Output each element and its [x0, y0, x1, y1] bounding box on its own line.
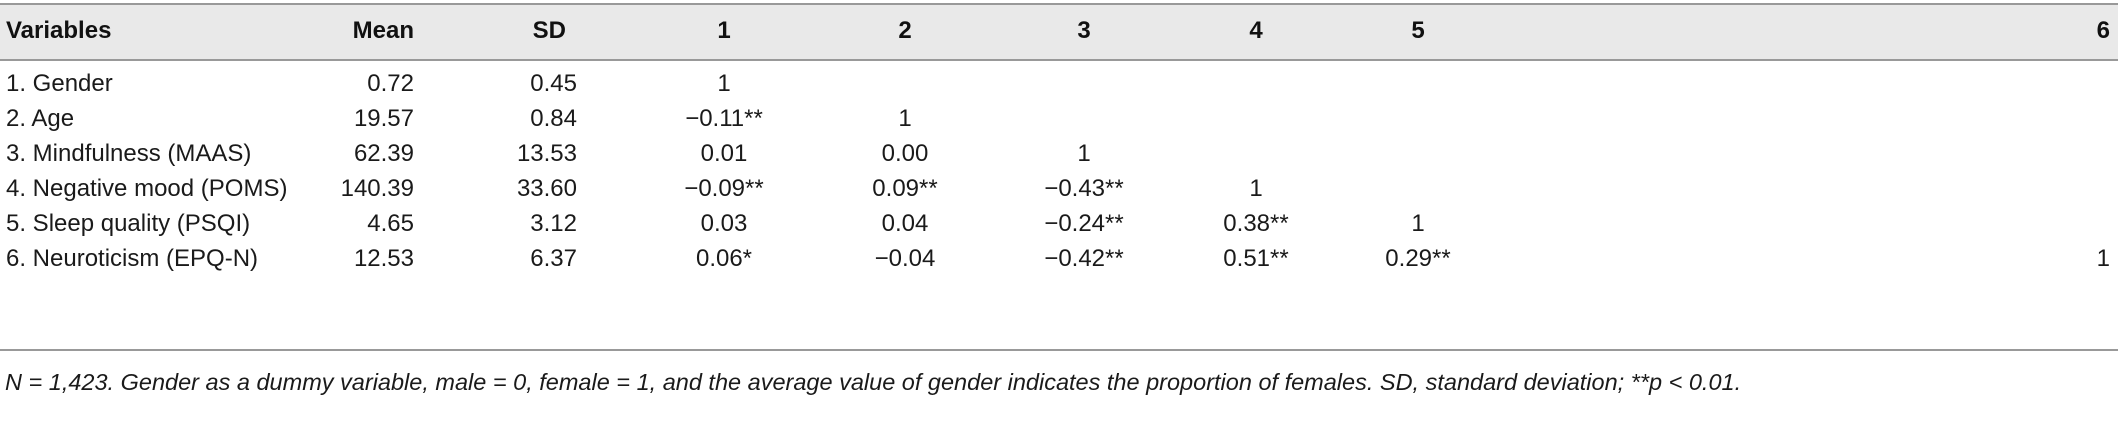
row-4-col-3: −0.43**	[1044, 175, 1124, 202]
row-6-sd: 6.37	[530, 245, 577, 272]
table-header-rule	[0, 59, 2118, 61]
row-3-col-3: 1	[1077, 140, 1091, 167]
row-4-sd: 33.60	[516, 175, 577, 202]
row-5-col-1: 0.03	[700, 210, 748, 237]
table-footnote: N = 1,423. Gender as a dummy variable, m…	[5, 369, 1742, 395]
header-col-4: 4	[1249, 17, 1263, 44]
row-5-mean: 4.65	[367, 210, 414, 237]
row-1-sd: 0.45	[530, 70, 577, 97]
row-6-col-4: 0.51**	[1223, 245, 1289, 272]
row-3-col-1: 0.01	[700, 140, 748, 167]
table-bottom-rule	[0, 349, 2118, 351]
row-3-variable: 3. Mindfulness (MAAS)	[6, 140, 252, 167]
row-4-col-4: 1	[1249, 175, 1263, 202]
row-2-mean: 19.57	[353, 105, 414, 132]
table-header-background	[0, 3, 2118, 59]
row-1-variable: 1. Gender	[6, 70, 113, 97]
header-sd: SD	[532, 17, 566, 44]
row-6-col-3: −0.42**	[1044, 245, 1124, 272]
row-6-col-1: 0.06*	[695, 245, 753, 272]
row-3-sd: 13.53	[516, 140, 577, 167]
header-mean: Mean	[352, 17, 414, 44]
row-2-variable: 2. Age	[6, 105, 75, 132]
row-5-col-2: 0.04	[881, 210, 929, 237]
row-1-mean: 0.72	[367, 70, 414, 97]
header-col-2: 2	[898, 17, 912, 44]
row-1-col-1: 1	[717, 70, 731, 97]
header-col-6: 6	[2096, 17, 2110, 44]
row-6-variable: 6. Neuroticism (EPQ-N)	[6, 245, 259, 272]
row-2-col-2: 1	[898, 105, 912, 132]
row-5-col-5: 1	[1411, 210, 1425, 237]
table-top-rule	[0, 3, 2118, 5]
row-5-col-3: −0.24**	[1044, 210, 1124, 237]
row-5-variable: 5. Sleep quality (PSQI)	[6, 210, 251, 237]
header-col-3: 3	[1077, 17, 1091, 44]
row-4-col-2: 0.09**	[872, 175, 938, 202]
header-variables: Variables	[6, 17, 112, 44]
row-5-sd: 3.12	[530, 210, 577, 237]
row-6-col-6: 1	[2096, 245, 2110, 272]
row-6-col-5: 0.29**	[1385, 245, 1451, 272]
row-6-mean: 12.53	[353, 245, 414, 272]
row-3-col-2: 0.00	[881, 140, 929, 167]
row-5-col-4: 0.38**	[1223, 210, 1289, 237]
row-6-col-2: −0.04	[874, 245, 936, 272]
row-3-mean: 62.39	[353, 140, 414, 167]
row-2-col-1: −0.11**	[685, 105, 763, 132]
row-2-sd: 0.84	[530, 105, 577, 132]
header-col-1: 1	[717, 17, 731, 44]
row-4-variable: 4. Negative mood (POMS)	[6, 175, 288, 202]
row-4-mean: 140.39	[340, 175, 414, 202]
row-4-col-1: −0.09**	[684, 175, 764, 202]
header-col-5: 5	[1411, 17, 1425, 44]
